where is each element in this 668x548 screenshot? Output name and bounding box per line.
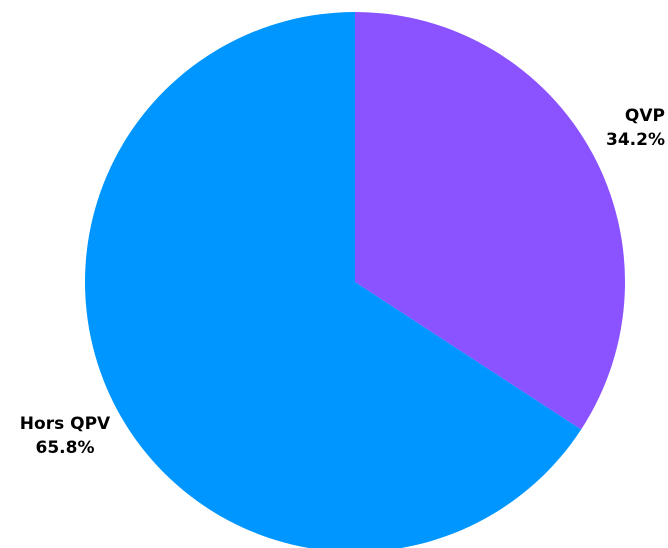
slice-label-qvp-percent: 34.2%: [606, 130, 665, 150]
slice-label-hors-qpv-name: Hors QPV: [19, 414, 111, 434]
slice-label-qvp: QVP 34.2%: [597, 104, 665, 152]
pie-slice-qvp: [355, 12, 625, 430]
slice-label-hors-qpv-percent: 65.8%: [35, 438, 95, 458]
slice-label-qvp-name: QVP: [624, 106, 665, 126]
slice-label-hors-qpv: Hors QPV 65.8%: [12, 412, 118, 460]
pie-slice-hors-qpv: [85, 12, 582, 548]
